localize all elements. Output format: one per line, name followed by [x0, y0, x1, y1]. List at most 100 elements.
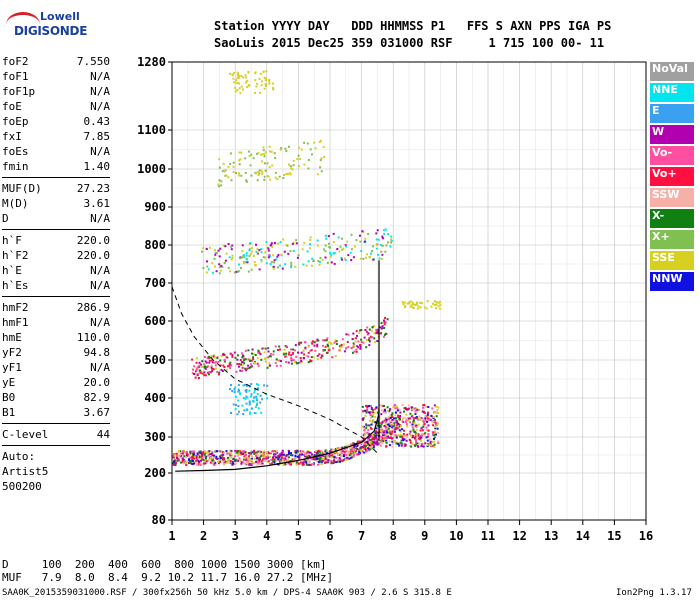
echo-point [250, 453, 253, 456]
echo-point [295, 463, 298, 466]
echo-point [214, 253, 217, 256]
echo-point [264, 357, 267, 360]
echo-point [429, 438, 431, 441]
echo-point [387, 418, 390, 421]
echo-point [279, 364, 282, 367]
echo-point [299, 450, 302, 453]
echo-point [222, 453, 225, 456]
echo-point [344, 445, 347, 448]
echo-point [198, 456, 201, 459]
echo-point [218, 266, 221, 269]
echo-point [324, 460, 326, 463]
echo-point [215, 455, 218, 458]
echo-point [186, 453, 189, 456]
echo-point [256, 357, 259, 359]
echo-point [426, 439, 429, 442]
echo-point [376, 331, 379, 334]
echo-point [272, 353, 275, 356]
echo-point [432, 417, 435, 420]
echo-point [291, 458, 294, 461]
echo-point [250, 393, 253, 396]
echo-point [389, 420, 392, 423]
echo-point [234, 408, 237, 411]
echo-point [306, 450, 309, 453]
echo-point [198, 364, 201, 367]
echo-point [216, 370, 219, 373]
echo-point [392, 417, 395, 420]
echo-point [342, 459, 345, 462]
echo-point [366, 326, 369, 329]
echo-point [404, 421, 407, 424]
echo-point [256, 179, 259, 182]
echo-point [244, 76, 247, 79]
echo-point [294, 265, 297, 268]
echo-point [256, 459, 259, 462]
echo-point [265, 241, 268, 244]
echo-point [254, 79, 257, 82]
echo-point [344, 458, 347, 461]
echo-point [223, 451, 226, 454]
echo-point [290, 348, 293, 351]
echo-point [353, 345, 356, 347]
echo-point [414, 412, 417, 415]
echo-point [405, 423, 408, 426]
echo-point [339, 454, 342, 456]
echo-point [245, 261, 248, 264]
echo-point [179, 455, 182, 458]
echo-point [422, 417, 425, 420]
param-name: foEs [2, 145, 29, 158]
echo-point [196, 366, 199, 369]
echo-point [255, 250, 258, 253]
echo-point [218, 166, 221, 169]
echo-point [218, 255, 221, 258]
echo-point [268, 355, 271, 358]
param-name: h`F2 [2, 249, 29, 262]
echo-point [317, 244, 319, 247]
param-row: MUF(D) 27.23 [2, 181, 110, 196]
echo-point [199, 371, 202, 374]
echo-point [254, 354, 257, 356]
echo-point [376, 422, 379, 425]
echo-point [315, 454, 318, 457]
y-tick-label: 800 [144, 238, 166, 252]
echo-point [377, 443, 380, 446]
echo-point [424, 417, 427, 420]
param-value: 44 [96, 428, 110, 441]
echo-point [208, 371, 211, 373]
echo-point [253, 352, 255, 355]
echo-point [299, 453, 301, 456]
echo-point [414, 436, 417, 438]
param-name: h`E [2, 264, 22, 277]
echo-point [411, 442, 414, 445]
echo-point [368, 432, 371, 435]
echo-point [420, 439, 423, 442]
echo-point [427, 429, 430, 432]
echo-point [301, 463, 304, 466]
echo-point [307, 260, 310, 263]
echo-point [210, 458, 213, 461]
echo-point [254, 406, 257, 409]
echo-point [436, 423, 439, 426]
echo-point [356, 345, 359, 348]
echo-point [404, 443, 407, 446]
echo-point [238, 75, 240, 78]
param-name: foF1 [2, 70, 29, 83]
echo-point [290, 454, 292, 457]
echo-point [371, 434, 374, 437]
echo-point [248, 155, 251, 157]
echo-point [218, 158, 221, 161]
params-group-5: C-level 44 [2, 427, 110, 442]
echo-point [250, 395, 252, 398]
echo-point [347, 346, 350, 349]
echo-point [226, 365, 229, 368]
echo-point [403, 429, 405, 432]
echo-point [254, 362, 256, 364]
echo-point [402, 433, 405, 436]
echo-point [286, 453, 289, 456]
echo-point [354, 337, 357, 340]
echo-point [240, 151, 243, 154]
echo-point [235, 404, 237, 406]
echo-point [314, 458, 317, 461]
echo-point [296, 455, 299, 458]
echo-point [294, 344, 297, 347]
